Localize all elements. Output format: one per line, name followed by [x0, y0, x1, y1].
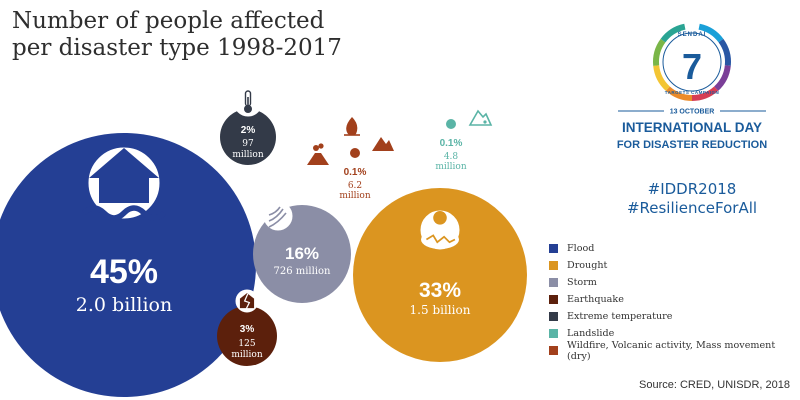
- logo-ring-segment: [653, 38, 666, 66]
- share-label: 3%: [240, 324, 255, 335]
- logo-ring-segment: [714, 65, 731, 91]
- value-label-unit: million: [231, 350, 262, 360]
- value-label: 1.5 billion: [410, 303, 471, 317]
- bubble-circle: [0, 133, 256, 397]
- legend-item: Landslide: [549, 325, 800, 342]
- water-wave: [82, 205, 166, 221]
- bubble-circle: [446, 119, 456, 129]
- logo-date: 13 OCTOBER: [670, 109, 715, 116]
- ground-crack: [425, 234, 456, 244]
- legend-label: Drought: [567, 260, 608, 271]
- logo-ring-segment: [665, 86, 693, 101]
- landslide-icon-badge: [465, 103, 495, 133]
- source-note: Source: CRED, UNISDR, 2018: [639, 379, 790, 391]
- legend-swatch: [549, 244, 558, 253]
- legend-swatch: [549, 312, 558, 321]
- legend-item: Drought: [549, 257, 800, 274]
- bubble-circle: [353, 188, 527, 362]
- share-label: 2%: [241, 125, 256, 136]
- logo-number: 7: [682, 46, 702, 87]
- legend-label: Flood: [567, 243, 595, 254]
- bubble-circle: [217, 306, 277, 366]
- mountain-shape: [372, 137, 394, 151]
- logo-ring-top-text: SENDAI: [678, 32, 707, 38]
- logo-ring-segment: [691, 86, 719, 101]
- value-label: 6.2: [348, 181, 362, 191]
- bubble-storm: 16% 726 million: [253, 201, 351, 303]
- legend-item: Extreme temperature: [549, 308, 800, 325]
- smoke-puff: [313, 145, 319, 151]
- share-label: 0.1%: [344, 167, 367, 178]
- logo-day-line-2: FOR DISASTER REDUCTION: [617, 139, 767, 151]
- value-label: 97: [242, 139, 254, 149]
- legend-label: Wildfire, Volcanic activity, Mass moveme…: [567, 339, 776, 362]
- bubble-circle: [220, 109, 276, 165]
- sendai-campaign-logo: 7 SENDAI TARGETS CAMPAIGN 13 OCTOBER INT…: [617, 23, 767, 151]
- value-label-unit: million: [339, 191, 370, 201]
- hashtag[interactable]: #ResilienceForAll: [626, 199, 758, 217]
- legend-item: Flood: [549, 240, 800, 257]
- legend-label: Extreme temperature: [567, 311, 673, 322]
- legend-item: Earthquake: [549, 291, 800, 308]
- chart-title: Number of people affected per disaster t…: [12, 8, 342, 62]
- legend-swatch: [549, 278, 558, 287]
- sun-shape: [433, 211, 447, 225]
- chart-title-line-1: Number of people affected: [12, 8, 325, 34]
- bubble-circle: [350, 148, 360, 158]
- legend-label: Landslide: [567, 328, 615, 339]
- legend-swatch: [549, 261, 558, 270]
- logo-ring-segment: [718, 38, 731, 66]
- share-label: 45%: [90, 253, 158, 291]
- legend-label: Storm: [567, 277, 597, 288]
- house-shape: [89, 148, 159, 203]
- share-label: 16%: [285, 244, 319, 263]
- hashtags: #IDDR2018 #ResilienceForAll: [612, 180, 772, 218]
- logo-day-line-1: INTERNATIONAL DAY: [622, 120, 762, 135]
- logo-ring-segment: [698, 23, 724, 43]
- legend-item: Storm: [549, 274, 800, 291]
- volcano-shape: [307, 153, 329, 165]
- crack-line: [243, 293, 251, 310]
- value-label: 726 million: [273, 266, 331, 277]
- smoke-puff: [318, 143, 324, 149]
- flame-shape: [346, 117, 358, 136]
- logo-ring: [653, 23, 731, 101]
- logo-inner-ring: [662, 32, 722, 92]
- legend-swatch: [549, 295, 558, 304]
- logo-ring-bottom-text: TARGETS CAMPAIGN: [665, 90, 720, 95]
- thermometer-bulb: [244, 105, 252, 113]
- bubble-flood: 45% 2.0 billion: [0, 133, 256, 397]
- legend-swatch: [549, 329, 558, 338]
- value-label: 125: [238, 339, 255, 349]
- logo-ring-segment: [660, 23, 686, 43]
- bubble-drought: 33%1.5 billion: [353, 188, 527, 362]
- wind-lines: [268, 206, 287, 228]
- value-label-unit: million: [435, 162, 466, 172]
- landslide-slope: [468, 109, 493, 126]
- hashtag[interactable]: #IDDR2018: [647, 180, 737, 198]
- share-label: 33%: [419, 279, 461, 302]
- logo-ring-segment: [653, 65, 670, 91]
- share-label: 0.1%: [440, 138, 463, 149]
- legend-swatch: [549, 346, 558, 355]
- value-label: 2.0 billion: [76, 294, 172, 316]
- value-label: 4.8: [444, 152, 459, 162]
- chart-title-line-2: per disaster type 1998-2017: [12, 35, 342, 61]
- legend-label: Earthquake: [567, 294, 624, 305]
- legend-item: Wildfire, Volcanic activity, Mass moveme…: [549, 339, 800, 362]
- value-label-unit: million: [232, 150, 263, 160]
- house-shape: [239, 293, 255, 309]
- legend: Flood Drought Storm Earthquake Extreme t…: [549, 240, 800, 362]
- landslide-rock: [483, 120, 487, 124]
